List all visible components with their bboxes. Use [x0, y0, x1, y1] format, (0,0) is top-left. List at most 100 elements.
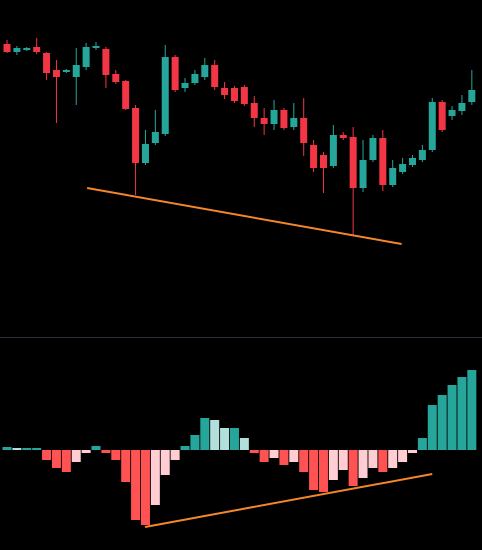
histogram-bar [457, 377, 467, 450]
histogram-bar [249, 450, 259, 453]
histogram-bar [32, 448, 42, 450]
histogram-bar [170, 450, 180, 460]
histogram-bar [51, 450, 61, 468]
histogram-bar [398, 450, 408, 462]
candle-body [33, 47, 41, 52]
histogram-bar [229, 428, 239, 450]
histogram-bar [378, 450, 388, 472]
histogram-bar [358, 450, 368, 478]
histogram-bar [328, 450, 338, 480]
histogram-bar [200, 418, 210, 450]
candle-body [141, 144, 149, 163]
candle-body [240, 87, 248, 104]
histogram-bar [368, 450, 378, 468]
candle-body [82, 47, 90, 67]
candle-body [389, 168, 397, 185]
candle-body [181, 83, 189, 88]
candle-body [280, 110, 288, 128]
histogram-bar [417, 438, 427, 450]
histogram-bar [269, 450, 279, 458]
candle-body [408, 158, 416, 165]
histogram-bar [299, 450, 309, 472]
candle-body [399, 164, 407, 172]
trend-line [86, 187, 402, 245]
candle-body [300, 118, 308, 143]
histogram-bar [437, 395, 447, 450]
candle-body [468, 90, 476, 102]
histogram-bar [101, 450, 111, 453]
candle-body [230, 88, 238, 101]
candle-body [458, 103, 466, 111]
histogram-bar [61, 450, 71, 472]
histogram-bar [279, 450, 289, 465]
histogram-bar [81, 450, 91, 453]
histogram-bar [447, 385, 457, 450]
candle-body [211, 65, 219, 87]
candle-body [3, 44, 11, 52]
histogram-bar [259, 450, 269, 462]
candle-body [72, 65, 80, 77]
candle-body [250, 103, 258, 118]
candle-body [379, 138, 387, 185]
candle-body [191, 74, 199, 83]
histogram-bar [140, 450, 150, 525]
histogram-bar [2, 447, 12, 450]
histogram-bar [388, 450, 398, 468]
histogram-bar [427, 405, 437, 450]
histogram-bar [12, 448, 22, 450]
candle-body [52, 70, 60, 77]
histogram-bar [190, 435, 200, 450]
candle-body [369, 138, 377, 160]
histogram-bar [42, 450, 52, 460]
candle-body [349, 137, 357, 188]
candle-body [319, 155, 327, 168]
histogram-bar [91, 446, 101, 450]
candle-body [92, 46, 100, 48]
candle-body [171, 57, 179, 90]
candle-body [161, 57, 169, 134]
candle-body [339, 135, 347, 138]
candle-body [310, 145, 318, 168]
candle-body [260, 118, 268, 124]
candle-body [270, 110, 278, 124]
histogram-bar [318, 450, 328, 492]
histogram-bar [160, 450, 170, 475]
histogram-bar [309, 450, 319, 490]
candle-body [102, 49, 110, 75]
histogram-bar [150, 450, 160, 505]
candle-body [329, 135, 337, 166]
candle-body [290, 118, 298, 127]
candle-body [43, 53, 51, 73]
candle-body [448, 110, 456, 116]
histogram-bar [210, 420, 220, 450]
histogram-bar [407, 450, 417, 453]
histogram-bar [239, 438, 249, 450]
histogram-bar [180, 446, 190, 450]
candle-body [418, 150, 426, 160]
histogram-bar [131, 450, 141, 520]
candle-body [132, 108, 140, 163]
candle-body [359, 160, 367, 188]
histogram-bar [338, 450, 348, 470]
candle-body [428, 102, 436, 150]
candle-body [151, 132, 159, 143]
candle-body [221, 88, 229, 95]
candle-body [122, 81, 130, 109]
trend-line [144, 473, 433, 528]
histogram-bar [111, 450, 121, 460]
histogram-bar [22, 448, 32, 450]
candle-body [13, 48, 21, 52]
candle-body [62, 70, 70, 72]
candle-body [438, 102, 446, 130]
candle-body [201, 65, 209, 77]
candle-body [112, 74, 120, 82]
histogram-bar [121, 450, 131, 482]
histogram-bar [71, 450, 81, 462]
histogram-bar [348, 450, 358, 486]
histogram-bar [220, 428, 230, 450]
candle-body [23, 48, 31, 50]
histogram-bar [467, 370, 477, 450]
